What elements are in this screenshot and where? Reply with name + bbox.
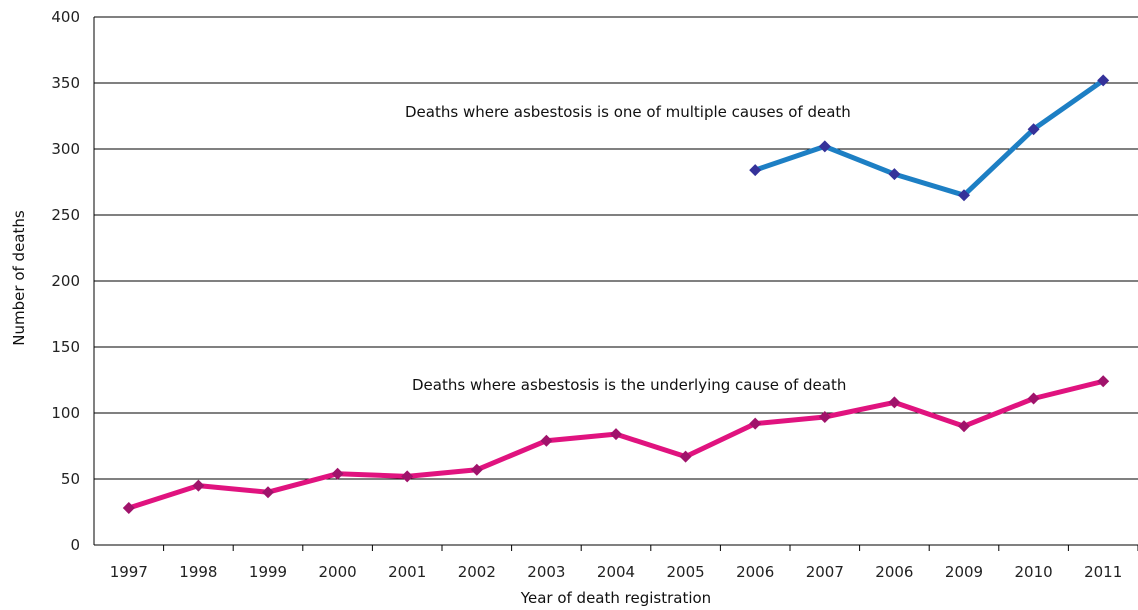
y-tick-label: 0 — [70, 536, 80, 554]
data-point — [192, 479, 205, 492]
y-tick-labels: 0 50 100 150 200 250 300 350 400 — [51, 8, 80, 554]
data-point — [749, 417, 762, 430]
data-point — [888, 168, 901, 181]
x-tick-label: 2009 — [945, 563, 983, 581]
annotation-multiple-causes: Deaths where asbestosis is one of multip… — [405, 103, 851, 121]
data-point — [818, 140, 831, 153]
y-tick-label: 100 — [51, 404, 80, 422]
x-tick-label: 1999 — [249, 563, 287, 581]
x-tick-label: 2003 — [527, 563, 565, 581]
data-point — [888, 396, 901, 409]
axes — [93, 17, 1138, 551]
x-tick-label: 2011 — [1084, 563, 1122, 581]
y-tick-label: 200 — [51, 272, 80, 290]
y-tick-label: 50 — [61, 470, 80, 488]
data-point — [1097, 74, 1110, 87]
series-line — [752, 77, 1106, 198]
x-tick-label: 2002 — [458, 563, 496, 581]
data-point — [958, 189, 970, 202]
data-point — [1027, 123, 1040, 136]
x-tick-label: 1997 — [110, 563, 148, 581]
annotation-underlying-cause: Deaths where asbestosis is the underlyin… — [412, 376, 846, 394]
y-tick-label: 250 — [51, 206, 80, 224]
data-point — [958, 420, 970, 433]
data-point — [1027, 392, 1040, 405]
grid-lines — [94, 16, 1138, 480]
x-tick-label: 2006 — [875, 563, 913, 581]
data-point — [610, 428, 622, 441]
data-point — [122, 502, 135, 514]
data-point — [401, 470, 414, 483]
series — [122, 74, 1110, 514]
x-tick-label: 2001 — [388, 563, 426, 581]
data-point — [749, 164, 762, 177]
data-point — [262, 486, 274, 499]
data-point — [679, 450, 692, 463]
data-point — [1097, 375, 1110, 388]
x-tick-labels: 1997 1998 1999 2000 2001 2002 2003 2004 2005 2006… — [110, 563, 1123, 581]
data-point — [331, 467, 344, 480]
y-tick-label: 400 — [51, 8, 80, 26]
x-axis-title: Year of death registration — [520, 589, 711, 607]
x-tick-label: 2000 — [319, 563, 357, 581]
x-tick-label: 2010 — [1015, 563, 1053, 581]
series-line — [126, 378, 1106, 511]
x-tick-label: 1998 — [179, 563, 217, 581]
y-tick-label: 150 — [51, 338, 80, 356]
x-tick-label: 2007 — [806, 563, 844, 581]
y-tick-label: 350 — [51, 74, 80, 92]
data-point — [470, 463, 483, 476]
y-tick-label: 300 — [51, 140, 80, 158]
data-point — [540, 434, 553, 447]
x-tick-label: 2004 — [597, 563, 635, 581]
x-tick-label: 2005 — [667, 563, 705, 581]
data-point — [818, 411, 831, 423]
x-tick-label: 2006 — [736, 563, 774, 581]
y-axis-title: Number of deaths — [10, 210, 28, 346]
